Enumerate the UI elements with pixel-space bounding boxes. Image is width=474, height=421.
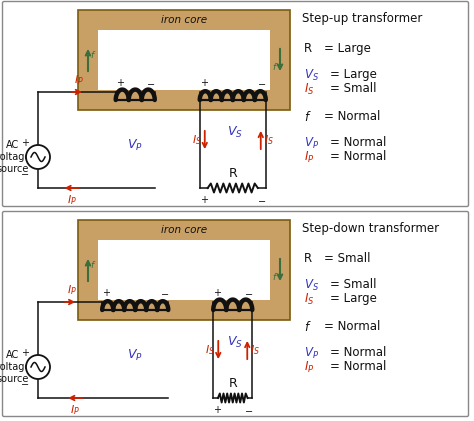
Text: $I_P$: $I_P$ (74, 73, 84, 87)
Text: $I_P$: $I_P$ (70, 403, 80, 417)
Text: $I_P$: $I_P$ (304, 150, 314, 165)
Text: Step-down transformer: Step-down transformer (302, 222, 439, 235)
Text: +: + (102, 288, 110, 298)
Text: +: + (116, 78, 124, 88)
Text: $-$: $-$ (20, 168, 29, 178)
Text: $f$: $f$ (272, 271, 278, 282)
Text: $V_S$: $V_S$ (227, 334, 243, 349)
Text: source: source (0, 164, 29, 174)
Text: $f$: $f$ (304, 110, 311, 124)
Text: iron core: iron core (161, 15, 207, 25)
Text: = Normal: = Normal (324, 320, 380, 333)
Text: $I_P$: $I_P$ (66, 193, 76, 207)
Text: $f$: $f$ (304, 320, 311, 334)
Text: $I_S$: $I_S$ (304, 292, 314, 307)
Text: $-$: $-$ (244, 405, 253, 415)
FancyBboxPatch shape (2, 2, 468, 206)
Text: iron core: iron core (161, 225, 207, 235)
Text: +: + (200, 195, 208, 205)
Bar (78, 10, 290, 110)
Text: = Large: = Large (330, 68, 377, 81)
Text: = Normal: = Normal (330, 136, 386, 149)
Text: = Normal: = Normal (330, 346, 386, 359)
Text: $I_S$: $I_S$ (264, 133, 273, 147)
Circle shape (26, 145, 50, 169)
Text: $-$: $-$ (257, 78, 266, 88)
Text: $I_S$: $I_S$ (192, 133, 202, 147)
Text: $V_S$: $V_S$ (304, 278, 319, 293)
Text: = Small: = Small (324, 252, 371, 265)
Text: +: + (213, 405, 221, 415)
Text: $f$: $f$ (272, 61, 278, 72)
Text: $f$: $f$ (90, 48, 96, 59)
Text: = Small: = Small (330, 278, 376, 291)
Text: AC: AC (6, 140, 19, 150)
Text: $I_S$: $I_S$ (205, 343, 215, 357)
Text: = Normal: = Normal (330, 360, 386, 373)
Text: +: + (21, 138, 29, 148)
Text: source: source (0, 374, 29, 384)
Text: = Normal: = Normal (324, 110, 380, 123)
Text: $-$: $-$ (146, 78, 155, 88)
Text: = Small: = Small (330, 82, 376, 95)
FancyBboxPatch shape (2, 211, 468, 416)
Text: = Large: = Large (324, 42, 371, 55)
Text: +: + (200, 78, 208, 88)
Text: voltage: voltage (0, 152, 31, 162)
Text: = Normal: = Normal (330, 150, 386, 163)
Text: AC: AC (6, 350, 19, 360)
Text: $-$: $-$ (257, 195, 266, 205)
Text: +: + (21, 348, 29, 358)
Text: voltage: voltage (0, 362, 31, 372)
Bar (78, 220, 290, 320)
Text: Step-up transformer: Step-up transformer (302, 12, 422, 25)
Circle shape (26, 355, 50, 379)
Text: R: R (228, 377, 237, 390)
Text: $V_P$: $V_P$ (304, 346, 319, 361)
Text: $V_S$: $V_S$ (304, 68, 319, 83)
Text: R: R (304, 252, 312, 265)
Bar (98, 240, 270, 300)
Text: $I_P$: $I_P$ (304, 360, 314, 375)
Text: $V_P$: $V_P$ (128, 137, 143, 152)
Text: $I_S$: $I_S$ (304, 82, 314, 97)
Text: $V_P$: $V_P$ (128, 347, 143, 362)
Text: $-$: $-$ (244, 288, 253, 298)
Text: $V_S$: $V_S$ (227, 125, 243, 139)
Text: $I_P$: $I_P$ (67, 283, 77, 297)
Text: +: + (213, 288, 221, 298)
Text: $-$: $-$ (20, 378, 29, 388)
Text: $I_S$: $I_S$ (250, 343, 260, 357)
Text: $V_P$: $V_P$ (304, 136, 319, 151)
Text: $f$: $f$ (90, 258, 96, 269)
Text: $-$: $-$ (160, 288, 169, 298)
Text: = Large: = Large (330, 292, 377, 305)
Bar (98, 30, 270, 90)
Text: R: R (228, 167, 237, 180)
Text: R: R (304, 42, 312, 55)
